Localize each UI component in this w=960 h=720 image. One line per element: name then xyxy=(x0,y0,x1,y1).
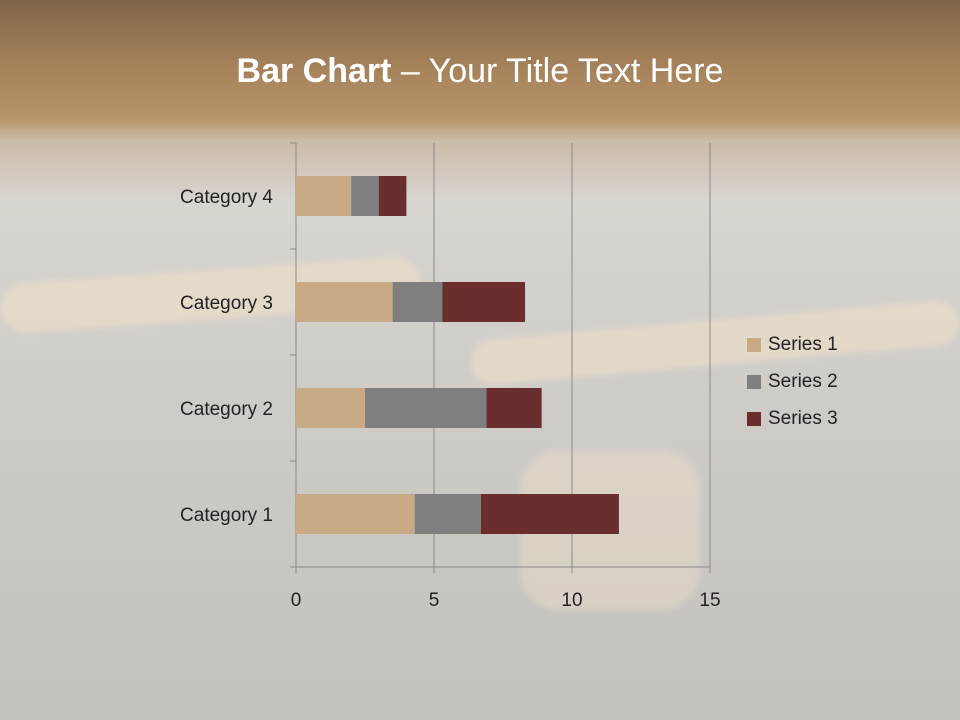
legend-item-series-3: Series 3 xyxy=(747,400,838,437)
bar-series-2 xyxy=(414,494,481,534)
bar-series-1 xyxy=(296,494,415,534)
x-tick-label: 5 xyxy=(429,590,440,611)
legend-swatch xyxy=(747,411,761,426)
category-label: Category 4 xyxy=(180,187,273,208)
legend-swatch xyxy=(747,374,761,389)
bar-series-1 xyxy=(296,176,352,216)
bar-series-3 xyxy=(442,282,526,322)
title-rest: – Your Title Text Here xyxy=(391,52,724,90)
category-label: Category 3 xyxy=(180,293,273,314)
legend-item-series-1: Series 1 xyxy=(747,326,838,363)
bar-series-2 xyxy=(365,388,487,428)
title-bold: Bar Chart xyxy=(236,52,392,90)
bar-series-3 xyxy=(378,176,407,216)
legend-label: Series 3 xyxy=(768,407,838,429)
category-label: Category 2 xyxy=(180,399,273,420)
bar-series-3 xyxy=(486,388,542,428)
legend-label: Series 1 xyxy=(768,333,838,355)
x-tick-label: 10 xyxy=(561,590,582,611)
category-label: Category 1 xyxy=(180,505,273,526)
legend-swatch xyxy=(747,337,761,352)
x-tick-label: 0 xyxy=(291,590,302,611)
legend-label: Series 2 xyxy=(768,370,838,392)
legend: Series 1 Series 2 Series 3 xyxy=(747,326,838,437)
x-tick-label: 15 xyxy=(699,590,720,611)
legend-item-series-2: Series 2 xyxy=(747,363,838,400)
bar-series-1 xyxy=(296,282,393,322)
bar-series-2 xyxy=(392,282,443,322)
bar-series-2 xyxy=(351,176,379,216)
slide-title: Bar Chart – Your Title Text Here xyxy=(0,52,960,91)
bar-series-3 xyxy=(480,494,619,534)
bar-series-1 xyxy=(296,388,365,428)
